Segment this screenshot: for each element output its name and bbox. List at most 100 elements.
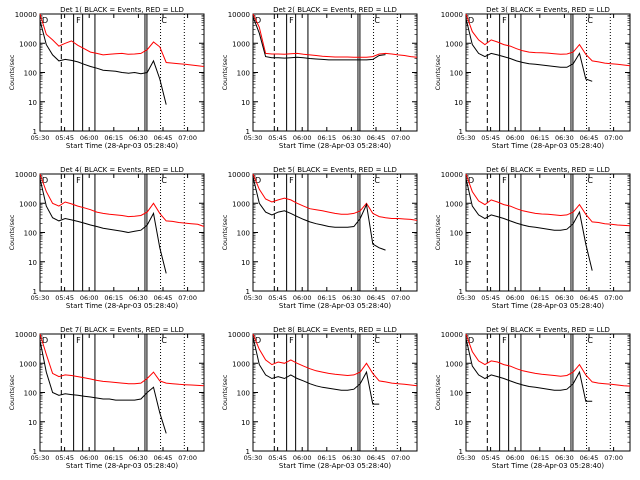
x-tick-label: 06:30	[555, 134, 574, 142]
y-tick-label: 100	[237, 230, 250, 238]
panel-title: Det 9( BLACK = Events, RED = LLD	[486, 326, 610, 334]
x-tick-label: 05:30	[244, 454, 263, 462]
x-tick-label: 05:30	[457, 454, 476, 462]
panel-title: Det 6( BLACK = Events, RED = LLD	[486, 166, 610, 174]
x-tick-label: 06:30	[555, 294, 574, 302]
x-tick-label: 05:30	[31, 454, 50, 462]
y-tick-label: 100	[24, 390, 37, 398]
x-tick-label: 06:00	[80, 454, 99, 462]
events-series-line	[465, 178, 593, 271]
x-tick-label: 05:45	[268, 454, 287, 462]
y-tick-label: 10000	[228, 11, 250, 19]
x-tick-label: 06:45	[367, 134, 386, 142]
marker-label-start: D	[255, 176, 261, 185]
x-tick-label: 07:00	[178, 134, 197, 142]
x-tick-label: 06:45	[367, 454, 386, 462]
y-tick-label: 1000	[232, 40, 250, 48]
lld-series-line	[39, 173, 205, 227]
x-tick-label: 05:45	[481, 134, 500, 142]
events-series-line	[39, 20, 167, 105]
marker-label-mid: F	[502, 176, 507, 185]
y-tick-label: 10	[28, 99, 37, 107]
y-tick-label: 1000	[232, 200, 250, 208]
y-tick-label: 1000	[19, 360, 37, 368]
marker-label-end: C	[161, 176, 167, 185]
x-tick-label: 06:15	[104, 134, 123, 142]
x-tick-label: 05:45	[55, 134, 74, 142]
y-tick-label: 1000	[19, 200, 37, 208]
y-tick-label: 100	[450, 390, 463, 398]
plot-frame	[39, 333, 205, 452]
panel-title: Det 4( BLACK = Events, RED = LLD	[60, 166, 184, 174]
y-tick-label: 100	[237, 70, 250, 78]
x-tick-label: 06:45	[154, 134, 173, 142]
x-tick-label: 06:00	[80, 134, 99, 142]
x-tick-label: 06:45	[154, 294, 173, 302]
y-tick-label: 1	[459, 128, 463, 136]
x-tick-label: 06:00	[506, 134, 525, 142]
x-axis-label: Start Time (28-Apr-03 05:28:40)	[279, 302, 391, 310]
y-tick-label: 1	[246, 128, 250, 136]
marker-label-start: D	[468, 16, 474, 25]
y-tick-label: 1000	[232, 360, 250, 368]
lld-series-line	[252, 333, 418, 387]
x-tick-label: 05:45	[481, 454, 500, 462]
x-tick-label: 06:00	[506, 294, 525, 302]
plot-frame	[252, 173, 418, 292]
plot-frame	[465, 333, 631, 452]
marker-label-mid: F	[289, 16, 294, 25]
lld-series-line	[465, 333, 631, 387]
y-tick-label: 10	[454, 99, 463, 107]
x-tick-label: 06:30	[342, 294, 361, 302]
panel-6: 1 10 100 1000 10000 05:30 05:45 06:00 06:15 06:30…	[434, 166, 631, 310]
panel-4: 1 10 100 1000 10000 05:30 05:45 06:00 06:15 06:30…	[8, 166, 205, 310]
panel-1: 1 10 100 1000 10000 05:30 05:45 06:00 06:15 06:30…	[8, 6, 205, 150]
x-axis-label: Start Time (28-Apr-03 05:28:40)	[66, 462, 178, 470]
y-tick-label: 1	[33, 448, 37, 456]
x-tick-label: 06:15	[104, 454, 123, 462]
y-tick-label: 100	[450, 70, 463, 78]
marker-label-end: C	[374, 336, 380, 345]
x-tick-label: 06:45	[154, 454, 173, 462]
y-tick-label: 1	[33, 128, 37, 136]
plot-frame	[252, 13, 418, 132]
x-tick-label: 06:45	[580, 134, 599, 142]
y-tick-label: 10	[241, 259, 250, 267]
x-tick-label: 05:30	[244, 294, 263, 302]
y-tick-label: 10000	[441, 171, 463, 179]
x-tick-label: 07:00	[178, 454, 197, 462]
y-tick-label: 100	[237, 390, 250, 398]
x-tick-label: 06:00	[506, 454, 525, 462]
x-tick-label: 07:00	[604, 454, 623, 462]
y-tick-label: 1000	[445, 40, 463, 48]
marker-label-end: C	[374, 176, 380, 185]
x-tick-label: 05:30	[31, 134, 50, 142]
panel-title: Det 3( BLACK = Events, RED = LLD	[486, 6, 610, 14]
plot-frame	[465, 13, 631, 132]
y-axis-label: Counts/sec	[8, 374, 16, 410]
x-tick-label: 06:30	[342, 134, 361, 142]
marker-label-mid: F	[289, 176, 294, 185]
marker-label-start: D	[468, 176, 474, 185]
y-axis-label: Counts/sec	[221, 54, 229, 90]
marker-label-start: D	[42, 16, 48, 25]
y-axis-label: Counts/sec	[221, 374, 229, 410]
y-axis-label: Counts/sec	[8, 54, 16, 90]
marker-label-start: D	[42, 336, 48, 345]
panel-2: 1 10 100 1000 10000 05:30 05:45 06:00 06:15 06:30…	[221, 6, 418, 150]
x-axis-label: Start Time (28-Apr-03 05:28:40)	[492, 462, 604, 470]
marker-label-mid: F	[502, 336, 507, 345]
x-tick-label: 06:15	[530, 134, 549, 142]
lld-series-line	[252, 173, 418, 221]
y-tick-label: 10	[28, 419, 37, 427]
x-axis-label: Start Time (28-Apr-03 05:28:40)	[279, 142, 391, 150]
panel-8: 1 10 100 1000 10000 05:30 05:45 06:00 06:15 06:30…	[221, 326, 418, 470]
x-tick-label: 06:00	[293, 294, 312, 302]
x-tick-label: 07:00	[391, 134, 410, 142]
events-series-line	[465, 18, 593, 82]
x-tick-label: 06:00	[80, 294, 99, 302]
y-tick-label: 10	[28, 259, 37, 267]
lld-series-line	[39, 13, 205, 67]
marker-label-start: D	[255, 16, 261, 25]
